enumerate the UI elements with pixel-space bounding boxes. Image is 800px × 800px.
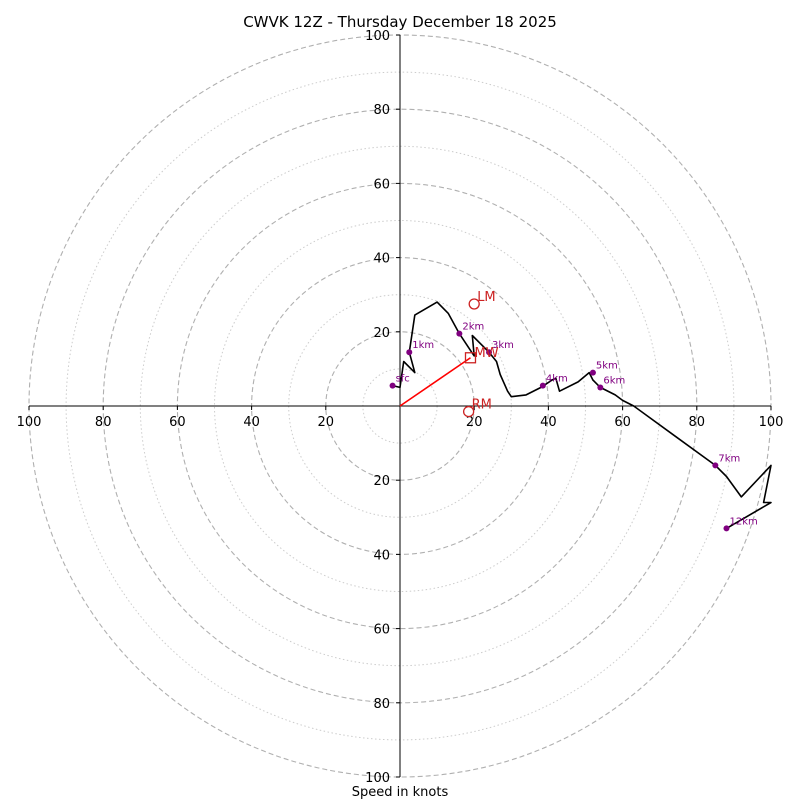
y-tick-label: 100 (365, 29, 390, 44)
x-tick-label: 20 (318, 415, 335, 430)
y-tick-label: 20 (373, 326, 390, 341)
left-mover-label: LM (477, 290, 495, 305)
height-marker-label: 7km (718, 453, 740, 464)
left-mover-marker (468, 298, 480, 310)
wind-trace-line (392, 301, 772, 530)
height-markers: sfc 1km 2km 3km 4km 5km 6km 7km 12km (389, 322, 758, 532)
y-tick-label: 80 (373, 103, 390, 118)
x-tick-label: 20 (466, 415, 483, 430)
x-tick-label: 100 (17, 415, 42, 430)
height-marker-point (712, 462, 719, 469)
x-tick-label: 40 (540, 415, 557, 430)
height-marker-point (456, 330, 463, 337)
x-tick-label: 40 (243, 415, 260, 430)
storm-motion: MW LM RM (399, 290, 499, 418)
x-tick-label: 80 (689, 415, 706, 430)
y-tick-label: 80 (373, 697, 390, 712)
height-marker-label: 6km (603, 375, 625, 386)
height-marker-point (723, 525, 730, 532)
x-tick-label: 60 (169, 415, 186, 430)
height-marker-label: 5km (596, 361, 618, 372)
height-marker-point (389, 382, 396, 389)
height-marker-point (589, 369, 596, 376)
hodograph-trace (392, 301, 772, 530)
y-tick-label: 60 (373, 623, 390, 638)
height-marker-label: 1km (412, 340, 434, 351)
height-marker-label: 12km (729, 516, 757, 527)
height-marker-label: sfc (396, 374, 410, 385)
height-marker-point (406, 349, 413, 356)
y-tick-label: 100 (365, 771, 390, 786)
right-mover-marker (462, 405, 475, 418)
y-tick-label: 60 (373, 177, 390, 192)
y-tick-label: 40 (373, 252, 390, 267)
y-tick-label: 20 (373, 474, 390, 489)
height-marker-label: 2km (462, 322, 484, 333)
right-mover-label: RM (472, 398, 492, 413)
x-tick-label: 80 (95, 415, 112, 430)
x-tick-label: 100 (759, 415, 784, 430)
height-marker-label: 3km (492, 340, 514, 351)
tick-labels: 100 80 60 40 20 20 40 60 80 100 100 80 60 40 20 20 40 60 8… (17, 29, 784, 786)
height-marker-point (597, 384, 604, 391)
x-axis-label: Speed in knots (352, 785, 449, 800)
height-marker-label: 4km (546, 374, 568, 385)
mean-wind-marker (464, 352, 477, 364)
mean-wind-label: MW (474, 346, 498, 361)
height-marker-point (486, 349, 493, 356)
shear-vector (399, 357, 471, 407)
height-marker-point (539, 382, 546, 389)
x-tick-label: 60 (614, 415, 631, 430)
y-tick-label: 40 (373, 548, 390, 563)
chart-title: CWVK 12Z - Thursday December 18 2025 (243, 13, 557, 31)
